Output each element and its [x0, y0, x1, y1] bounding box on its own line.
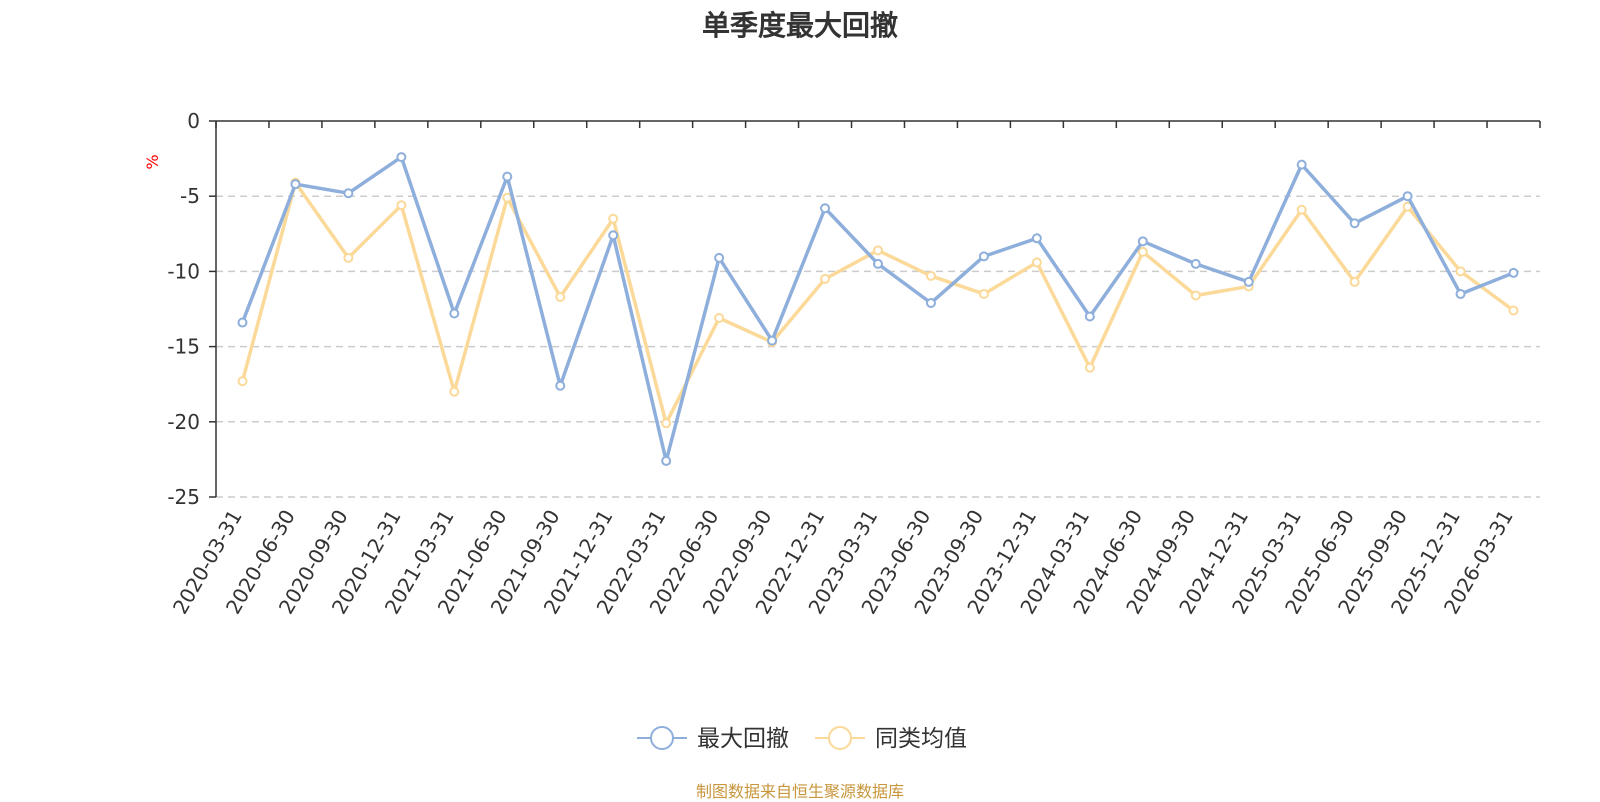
data-point: [1296, 204, 1307, 215]
y-tick-label: 0: [187, 109, 200, 133]
series-line: [240, 180, 1515, 426]
data-point: [1137, 246, 1148, 257]
data-point: [237, 317, 248, 328]
data-point: [1349, 276, 1360, 287]
data-point: [1455, 266, 1466, 277]
y-tick-label: -10: [167, 259, 200, 283]
data-point: [1031, 257, 1042, 268]
data-point: [343, 252, 354, 263]
series-line: [240, 155, 1515, 463]
legend-marker: [828, 726, 852, 750]
data-point: [1508, 305, 1519, 316]
series-2: [237, 177, 1519, 429]
data-point: [1508, 267, 1519, 278]
y-tick-label: -5: [180, 184, 200, 208]
data-point: [661, 455, 672, 466]
data-point: [661, 418, 672, 429]
data-point: [925, 270, 936, 281]
data-point: [1084, 362, 1095, 373]
data-point: [555, 380, 566, 391]
data-point: [1084, 311, 1095, 322]
series-1: [237, 152, 1519, 466]
data-point: [1402, 191, 1413, 202]
data-point: [608, 230, 619, 241]
legend-label: 同类均值: [875, 726, 967, 752]
data-point: [1296, 159, 1307, 170]
data-point: [714, 252, 725, 263]
data-point: [290, 179, 301, 190]
data-point: [873, 258, 883, 269]
data-point: [767, 335, 778, 346]
data-point: [502, 171, 513, 182]
data-point: [608, 213, 619, 224]
y-tick-label: -15: [167, 335, 200, 359]
legend-label: 最大回撤: [697, 726, 789, 752]
grid-lines: [216, 195, 1540, 498]
data-point: [449, 308, 460, 319]
data-point: [343, 188, 354, 199]
data-point: [449, 386, 460, 397]
data-point: [714, 313, 725, 324]
data-point: [396, 152, 407, 163]
data-point: [1190, 290, 1201, 301]
y-axis-unit: %: [143, 154, 162, 169]
chart-title: 单季度最大回撤: [701, 9, 898, 42]
data-point: [1455, 288, 1466, 299]
y-tick-label: -20: [167, 410, 200, 434]
data-point: [396, 200, 407, 211]
data-point: [978, 288, 989, 299]
data-point: [1190, 258, 1201, 269]
data-point: [1349, 218, 1360, 229]
y-tick-label: -25: [167, 485, 200, 509]
data-point: [502, 192, 513, 203]
legend[interactable]: 最大回撤 同类均值: [637, 726, 967, 752]
legend-item-2[interactable]: 同类均值: [815, 726, 967, 752]
series-lines: [237, 152, 1519, 466]
data-point: [873, 245, 883, 256]
legend-item-1[interactable]: 最大回撤: [637, 726, 789, 752]
data-point: [820, 273, 831, 284]
data-point: [1031, 233, 1042, 244]
legend-marker: [650, 726, 674, 750]
data-point: [237, 376, 248, 387]
data-point: [555, 291, 566, 302]
data-point: [925, 297, 936, 308]
data-point: [820, 203, 831, 214]
data-point: [1243, 276, 1254, 287]
axes: [215, 120, 1540, 497]
data-point: [978, 251, 989, 262]
source-note: 制图数据来自恒生聚源数据库: [695, 782, 904, 801]
y-axis-ticks: 0 -5 -10 -15 -20 -25: [167, 109, 216, 509]
data-point: [1137, 236, 1148, 247]
